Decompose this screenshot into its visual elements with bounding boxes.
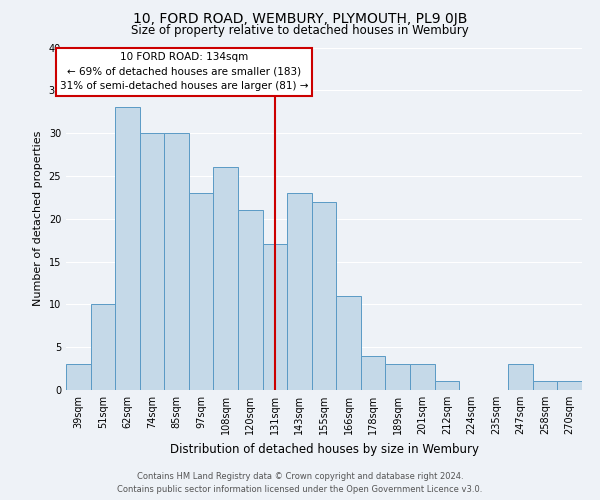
Bar bbox=[91, 304, 115, 390]
Bar bbox=[533, 382, 557, 390]
Text: Size of property relative to detached houses in Wembury: Size of property relative to detached ho… bbox=[131, 24, 469, 37]
Text: 10 FORD ROAD: 134sqm
← 69% of detached houses are smaller (183)
31% of semi-deta: 10 FORD ROAD: 134sqm ← 69% of detached h… bbox=[59, 52, 308, 92]
Bar bbox=[361, 356, 385, 390]
Bar bbox=[434, 382, 459, 390]
Bar bbox=[287, 193, 312, 390]
Bar bbox=[66, 364, 91, 390]
Bar bbox=[557, 382, 582, 390]
Bar bbox=[410, 364, 434, 390]
Y-axis label: Number of detached properties: Number of detached properties bbox=[33, 131, 43, 306]
Text: 10, FORD ROAD, WEMBURY, PLYMOUTH, PL9 0JB: 10, FORD ROAD, WEMBURY, PLYMOUTH, PL9 0J… bbox=[133, 12, 467, 26]
Bar bbox=[115, 108, 140, 390]
Bar bbox=[263, 244, 287, 390]
X-axis label: Distribution of detached houses by size in Wembury: Distribution of detached houses by size … bbox=[170, 442, 479, 456]
Bar bbox=[336, 296, 361, 390]
Bar bbox=[508, 364, 533, 390]
Bar bbox=[312, 202, 336, 390]
Bar bbox=[214, 168, 238, 390]
Text: Contains HM Land Registry data © Crown copyright and database right 2024.
Contai: Contains HM Land Registry data © Crown c… bbox=[118, 472, 482, 494]
Bar bbox=[140, 133, 164, 390]
Bar bbox=[164, 133, 189, 390]
Bar bbox=[189, 193, 214, 390]
Bar bbox=[238, 210, 263, 390]
Bar bbox=[385, 364, 410, 390]
